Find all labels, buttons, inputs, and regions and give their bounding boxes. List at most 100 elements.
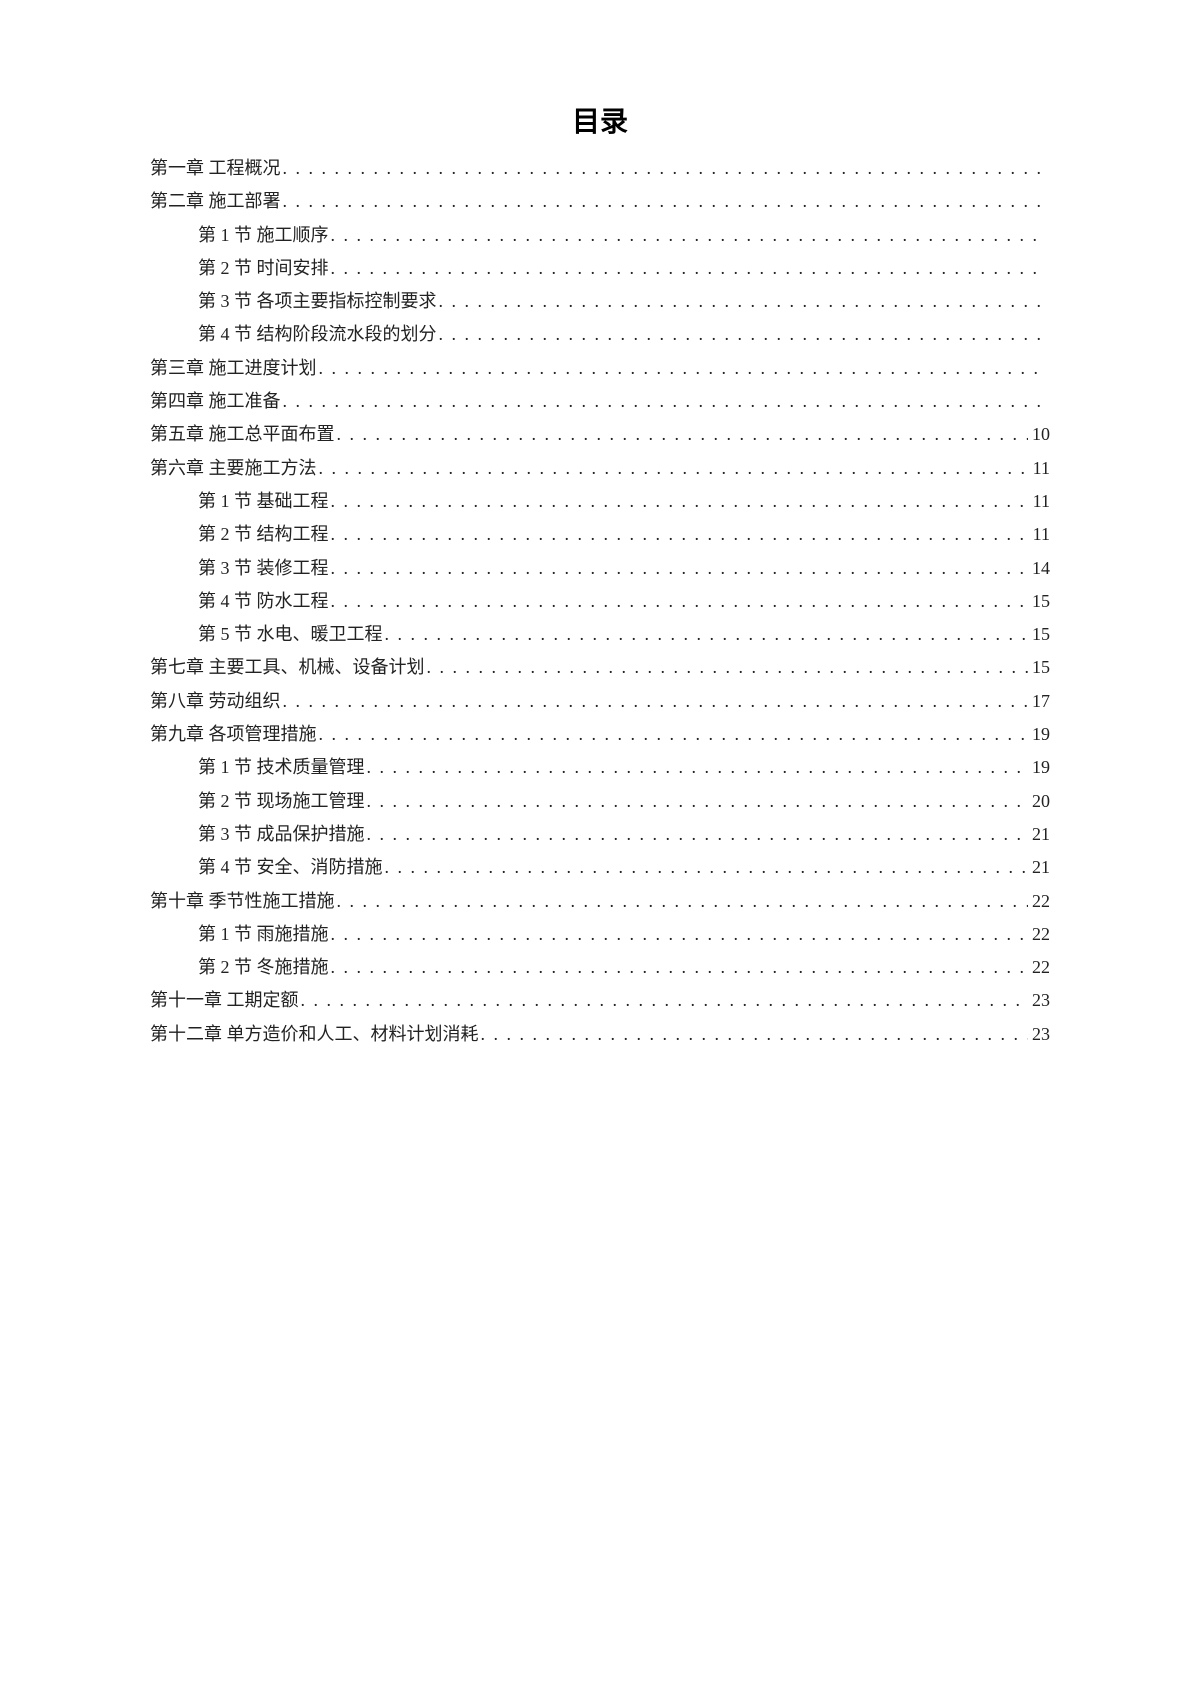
toc-entry-page: 21 [1028,818,1050,851]
toc-entry-page: 14 [1028,552,1050,585]
toc-entry-label: 第四章 施工准备 [150,385,281,418]
toc-entry-label: 第九章 各项管理措施 [150,718,317,751]
toc-entry-label: 第十一章 工期定额 [150,984,299,1017]
toc-entry-label: 第 1 节 基础工程 [198,485,329,518]
toc-leader-dots [383,618,1029,651]
toc-entry-page: 21 [1028,851,1050,884]
toc-entry: 第 3 节 装修工程 14 [150,552,1050,585]
toc-leader-dots [281,685,1029,718]
toc-entry: 第 2 节 结构工程 11 [150,518,1050,551]
toc-leader-dots [317,352,1047,385]
toc-leader-dots [365,751,1029,784]
toc-entry-label: 第 4 节 防水工程 [198,585,329,618]
toc-entry: 第六章 主要施工方法 11 [150,452,1050,485]
toc-leader-dots [329,518,1029,551]
toc-leader-dots [299,984,1029,1017]
page-title: 目录 [150,100,1050,140]
toc-entry-page: 20 [1028,785,1050,818]
toc-leader-dots [425,651,1029,684]
toc-entry-label: 第八章 劳动组织 [150,685,281,718]
toc-entry-label: 第五章 施工总平面布置 [150,418,335,451]
toc-entry-page: 17 [1028,685,1050,718]
toc-leader-dots [281,385,1047,418]
toc-entry: 第七章 主要工具、机械、设备计划 15 [150,651,1050,684]
toc-entry-page: 19 [1028,751,1050,784]
toc-entry: 第八章 劳动组织 17 [150,685,1050,718]
document-page: 目录 第一章 工程概况第二章 施工部署第 1 节 施工顺序第 2 节 时间安排第… [0,0,1200,1151]
toc-entry-label: 第 1 节 施工顺序 [198,219,329,252]
toc-leader-dots [329,252,1047,285]
toc-entry-page: 11 [1029,518,1050,551]
toc-entry: 第三章 施工进度计划 [150,352,1050,385]
toc-entry-label: 第 2 节 冬施措施 [198,951,329,984]
toc-entry-label: 第 1 节 技术质量管理 [198,751,365,784]
toc-entry: 第 4 节 防水工程 15 [150,585,1050,618]
toc-entry-label: 第 3 节 装修工程 [198,552,329,585]
toc-entry: 第 1 节 雨施措施 22 [150,918,1050,951]
toc-entry-page: 10 [1028,418,1050,451]
toc-leader-dots [383,851,1029,884]
toc-entry-label: 第 3 节 各项主要指标控制要求 [198,285,437,318]
toc-entry-label: 第二章 施工部署 [150,185,281,218]
toc-leader-dots [317,452,1029,485]
toc-entry-page: 11 [1029,485,1050,518]
toc-entry-page: 15 [1028,651,1050,684]
toc-entry: 第二章 施工部署 [150,185,1050,218]
toc-entry-label: 第 1 节 雨施措施 [198,918,329,951]
toc-entry-label: 第三章 施工进度计划 [150,352,317,385]
toc-entry: 第四章 施工准备 [150,385,1050,418]
toc-entry: 第 3 节 各项主要指标控制要求 [150,285,1050,318]
toc-leader-dots [437,318,1047,351]
toc-entry: 第十章 季节性施工措施22 [150,885,1050,918]
toc-leader-dots [329,219,1047,252]
toc-leader-dots [365,785,1029,818]
toc-entry-label: 第 4 节 结构阶段流水段的划分 [198,318,437,351]
toc-entry: 第十一章 工期定额 23 [150,984,1050,1017]
toc-entry-page: 15 [1028,618,1050,651]
toc-leader-dots [365,818,1029,851]
toc-entry-page: 19 [1028,718,1050,751]
toc-entry-label: 第 2 节 结构工程 [198,518,329,551]
toc-leader-dots [479,1018,1029,1051]
table-of-contents: 第一章 工程概况第二章 施工部署第 1 节 施工顺序第 2 节 时间安排第 3 … [150,152,1050,1051]
toc-entry-label: 第 5 节 水电、暖卫工程 [198,618,383,651]
toc-leader-dots [335,418,1029,451]
toc-entry: 第九章 各项管理措施 19 [150,718,1050,751]
toc-entry-page: 11 [1029,452,1050,485]
toc-entry-page: 15 [1028,585,1050,618]
toc-leader-dots [281,152,1047,185]
toc-entry: 第 4 节 安全、消防措施 21 [150,851,1050,884]
toc-entry-page: 23 [1028,984,1050,1017]
toc-entry: 第十二章 单方造价和人工、材料计划消耗 23 [150,1018,1050,1051]
toc-entry-label: 第 2 节 时间安排 [198,252,329,285]
toc-leader-dots [329,951,1029,984]
toc-entry-label: 第十章 季节性施工措施 [150,885,335,918]
toc-entry-label: 第七章 主要工具、机械、设备计划 [150,651,425,684]
toc-leader-dots [329,485,1029,518]
toc-entry: 第 4 节 结构阶段流水段的划分 [150,318,1050,351]
toc-entry: 第 2 节 时间安排 [150,252,1050,285]
toc-entry-page: 23 [1028,1018,1050,1051]
toc-entry: 第 2 节 冬施措施 22 [150,951,1050,984]
toc-entry: 第 1 节 施工顺序 [150,219,1050,252]
toc-leader-dots [335,885,1029,918]
toc-entry-label: 第一章 工程概况 [150,152,281,185]
toc-leader-dots [317,718,1029,751]
toc-entry: 第 1 节 基础工程 11 [150,485,1050,518]
toc-entry: 第五章 施工总平面布置 10 [150,418,1050,451]
toc-leader-dots [329,918,1029,951]
toc-entry: 第 5 节 水电、暖卫工程 15 [150,618,1050,651]
toc-leader-dots [329,585,1029,618]
toc-entry: 第一章 工程概况 [150,152,1050,185]
toc-entry: 第 2 节 现场施工管理20 [150,785,1050,818]
toc-entry-label: 第 4 节 安全、消防措施 [198,851,383,884]
toc-entry: 第 3 节 成品保护措施 21 [150,818,1050,851]
toc-entry-label: 第六章 主要施工方法 [150,452,317,485]
toc-leader-dots [437,285,1047,318]
toc-entry-label: 第 3 节 成品保护措施 [198,818,365,851]
toc-entry-page: 22 [1028,918,1050,951]
toc-entry-label: 第十二章 单方造价和人工、材料计划消耗 [150,1018,479,1051]
toc-entry: 第 1 节 技术质量管理 19 [150,751,1050,784]
toc-entry-page: 22 [1028,951,1050,984]
toc-leader-dots [281,185,1047,218]
